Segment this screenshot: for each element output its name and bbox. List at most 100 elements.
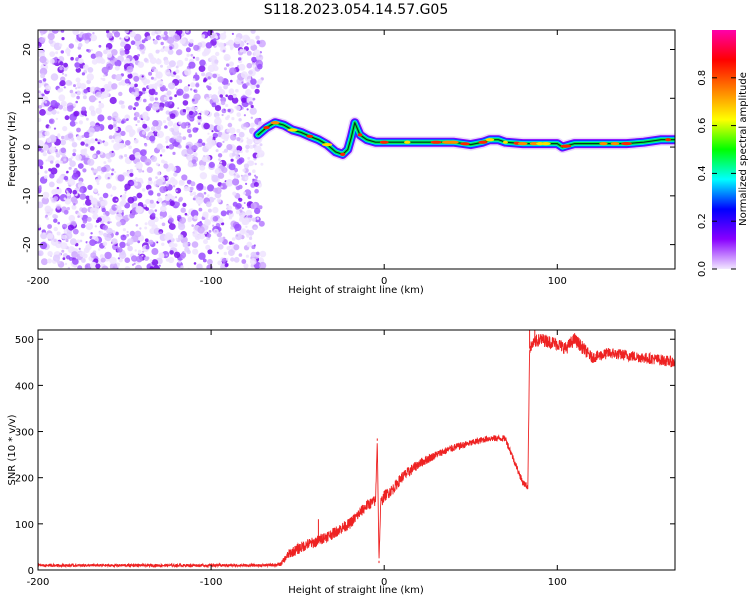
- noise-speck: [125, 57, 130, 63]
- noise-speck: [97, 141, 101, 145]
- noise-speck: [207, 184, 215, 192]
- noise-speck: [154, 209, 158, 212]
- noise-speck: [111, 238, 118, 245]
- noise-speck: [106, 30, 110, 34]
- noise-speck: [255, 176, 258, 179]
- noise-speck: [172, 185, 176, 188]
- noise-speck: [259, 41, 263, 44]
- x-tick-label: -200: [27, 577, 50, 588]
- noise-speck: [71, 137, 75, 141]
- noise-speck: [182, 136, 187, 141]
- noise-speck: [154, 130, 157, 133]
- noise-speck: [223, 251, 227, 256]
- noise-speck: [63, 86, 66, 89]
- noise-speck: [59, 80, 66, 87]
- noise-speck: [64, 198, 72, 205]
- noise-speck: [159, 231, 163, 235]
- noise-speck: [216, 251, 219, 254]
- noise-speck: [163, 31, 168, 36]
- noise-speck: [80, 141, 85, 146]
- noise-speck: [197, 138, 203, 144]
- noise-speck: [233, 256, 240, 263]
- noise-speck: [99, 196, 104, 201]
- noise-speck: [191, 241, 199, 248]
- noise-speck: [238, 197, 243, 202]
- noise-speck: [103, 141, 109, 147]
- noise-speck: [250, 30, 256, 34]
- noise-speck: [185, 145, 189, 149]
- noise-speck: [180, 252, 187, 259]
- noise-speck: [111, 150, 114, 153]
- noise-speck: [242, 191, 246, 195]
- noise-speck: [164, 195, 171, 202]
- noise-speck: [141, 39, 146, 44]
- noise-speck: [46, 232, 54, 240]
- noise-speck: [248, 101, 253, 106]
- x-tick-label: -100: [200, 276, 223, 287]
- noise-speck: [44, 130, 50, 137]
- noise-speck: [81, 135, 85, 138]
- noise-speck: [83, 88, 88, 94]
- noise-speck: [211, 102, 217, 108]
- noise-speck: [57, 133, 61, 137]
- noise-speck: [95, 178, 100, 183]
- noise-speck: [168, 223, 176, 231]
- noise-speck: [245, 149, 249, 153]
- noise-speck: [47, 155, 55, 163]
- noise-speck: [113, 31, 121, 38]
- noise-speck: [39, 37, 46, 44]
- noise-speck: [228, 163, 236, 171]
- noise-speck: [232, 191, 237, 196]
- noise-speck: [38, 201, 44, 209]
- noise-speck: [185, 47, 191, 53]
- noise-speck: [142, 170, 145, 173]
- noise-speck: [53, 226, 58, 232]
- noise-speck: [244, 189, 252, 197]
- noise-speck: [45, 85, 51, 92]
- noise-speck: [61, 223, 68, 230]
- noise-speck: [72, 258, 79, 265]
- noise-speck: [217, 88, 226, 97]
- noise-speck: [102, 74, 106, 78]
- noise-speck: [118, 258, 123, 263]
- noise-speck: [242, 213, 246, 217]
- noise-speck: [230, 158, 234, 162]
- noise-speck: [218, 86, 222, 90]
- noise-speck: [137, 240, 141, 244]
- noise-speck: [254, 88, 260, 94]
- noise-speck: [93, 124, 101, 132]
- noise-speck: [90, 53, 97, 59]
- noise-speck: [236, 112, 241, 117]
- noise-speck: [208, 161, 215, 168]
- noise-speck: [75, 67, 82, 73]
- noise-speck: [82, 203, 86, 206]
- noise-speck: [60, 147, 67, 154]
- ridge-hotspot: [485, 138, 495, 142]
- noise-speck: [141, 254, 144, 257]
- noise-speck: [129, 154, 136, 161]
- noise-speck: [224, 56, 229, 61]
- noise-speck: [211, 174, 219, 183]
- noise-speck: [213, 187, 218, 193]
- noise-speck: [88, 105, 95, 112]
- noise-speck: [141, 75, 144, 78]
- noise-speck: [192, 78, 196, 82]
- noise-speck: [225, 103, 229, 108]
- noise-speck: [253, 226, 258, 231]
- noise-speck: [134, 249, 137, 252]
- x-tick-label: 0: [381, 577, 387, 588]
- ridge-hotspot: [529, 142, 539, 146]
- noise-speck: [68, 256, 73, 261]
- noise-speck: [175, 87, 178, 90]
- noise-speck: [98, 100, 102, 104]
- noise-speck: [192, 127, 198, 133]
- noise-speck: [100, 200, 106, 206]
- noise-speck: [178, 121, 182, 125]
- noise-speck: [248, 39, 256, 46]
- noise-speck: [83, 148, 88, 152]
- noise-speck: [48, 39, 54, 44]
- noise-speck: [196, 183, 204, 191]
- snr-x-ticks: -200 -100 0 100: [27, 330, 567, 588]
- noise-speck: [232, 178, 240, 186]
- noise-speck: [180, 265, 184, 269]
